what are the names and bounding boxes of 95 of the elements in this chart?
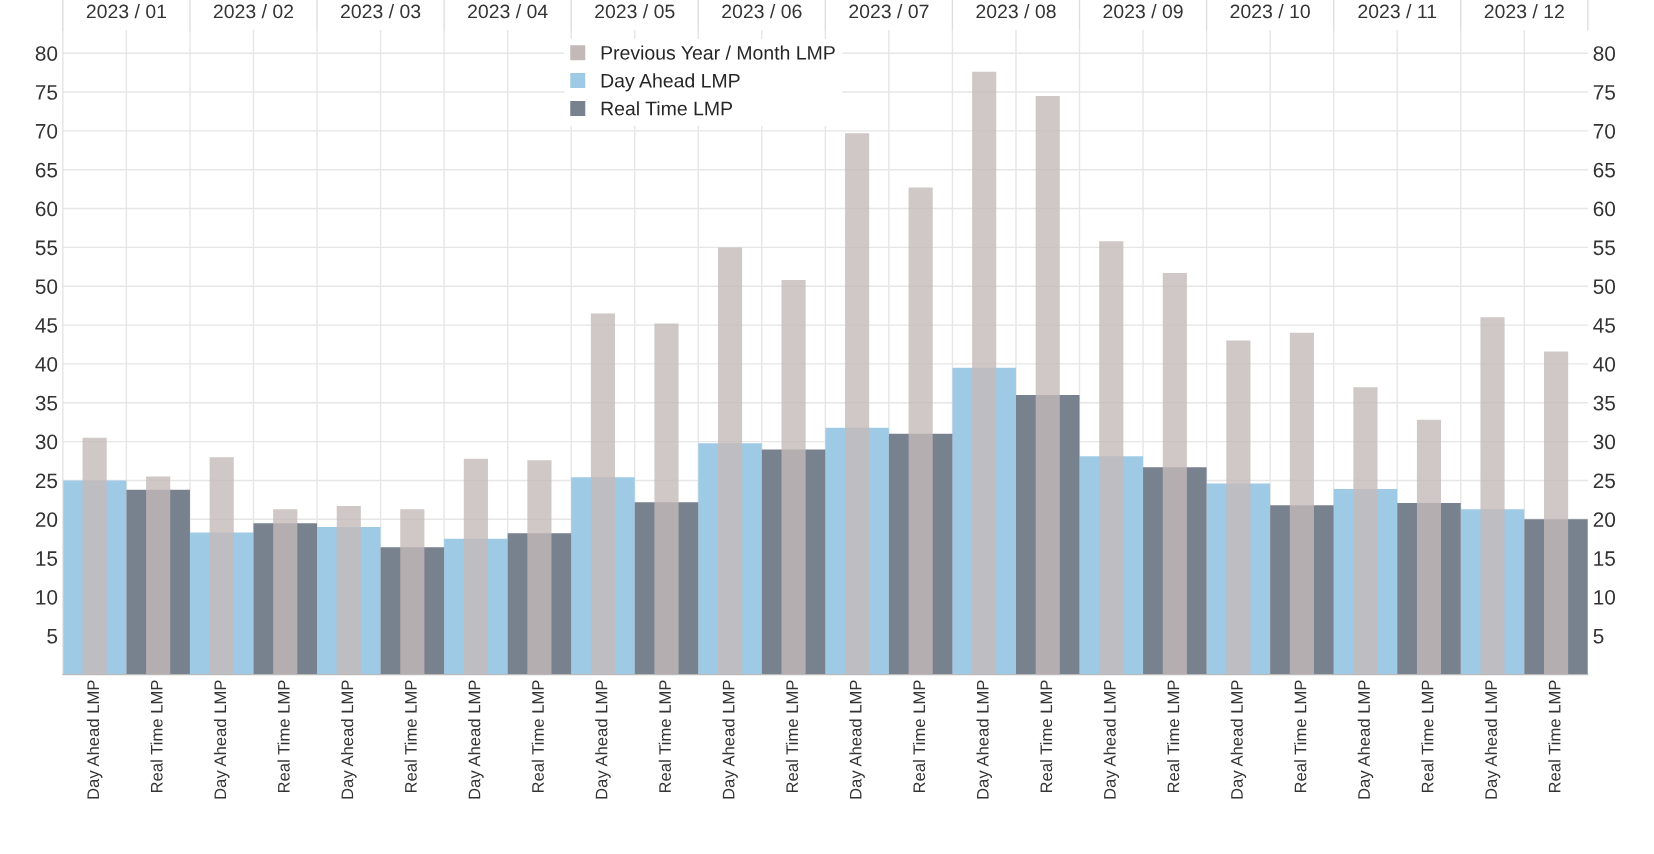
y-tick-label: 30 [35, 434, 58, 450]
x-tick-label: Real Time LMP [785, 680, 799, 793]
x-tick-label: Real Time LMP [531, 680, 544, 793]
x-tick-label: Day Ahead LMP [849, 680, 865, 799]
bar [1416, 419, 1442, 675]
text: 2023 / 08 [976, 4, 1056, 19]
bar [1162, 273, 1187, 675]
text: 2023 / 04 [468, 4, 548, 19]
bar [781, 280, 806, 675]
x-tick-label: Real Time LMP [277, 680, 290, 793]
x-tick-label: Day Ahead LMP [1230, 680, 1247, 799]
bar [1353, 387, 1378, 675]
text: 2023 / 03 [340, 4, 421, 19]
x-tick-label: Real Time LMP [912, 680, 926, 793]
x-tick-label: Real Time LMP [658, 680, 671, 793]
text: 2023 / 05 [595, 4, 675, 19]
bar [908, 187, 933, 675]
y-tick-label: 5 [47, 629, 58, 644]
x-tick-label: Real Time LMP [1039, 680, 1053, 793]
y2-tick-label: 45 [1593, 318, 1615, 333]
y-tick-label: 20 [35, 512, 58, 528]
text: 2023 / 07 [849, 4, 929, 19]
x-tick-label: Day Ahead LMP [1484, 680, 1501, 799]
bar [82, 437, 107, 675]
text: 2023 / 01 [86, 4, 166, 19]
x-tick-label: Real Time LMP [1294, 680, 1307, 793]
y-tick-label: 60 [35, 201, 58, 217]
bar [463, 458, 488, 675]
bar [590, 313, 616, 675]
y-tick-label: 50 [35, 279, 58, 294]
y-tick-label: 80 [35, 46, 58, 61]
y2-tick-label: 70 [1593, 123, 1616, 139]
bar [527, 460, 552, 675]
y2-tick-label: 10 [1594, 589, 1616, 605]
y2-tick-label: 35 [1593, 395, 1615, 411]
bar [972, 71, 997, 675]
x-tick-label: Day Ahead LMP [468, 680, 484, 799]
bar [336, 506, 361, 675]
x-tick-label: Real Time LMP [1421, 680, 1434, 793]
y-tick-label: 45 [35, 318, 58, 333]
y-tick-label: 65 [35, 162, 58, 178]
bar [1035, 95, 1060, 675]
y2-tick-label: 20 [1593, 512, 1616, 528]
y-tick-label: 15 [36, 551, 58, 566]
x-tick-label: Day Ahead LMP [341, 680, 357, 799]
y2-tick-label: 55 [1593, 240, 1615, 256]
x-tick-label: Day Ahead LMP [213, 680, 230, 799]
bar [1099, 241, 1124, 675]
x-tick-label: Real Time LMP [150, 680, 163, 793]
y2-tick-label: 5 [1593, 629, 1604, 644]
y-tick-label: 55 [35, 240, 58, 256]
y2-tick-label: 50 [1593, 279, 1616, 294]
y2-tick-label: 25 [1593, 473, 1615, 489]
y-tick-label: 70 [35, 123, 58, 139]
y-tick-label: 35 [35, 395, 58, 411]
bar [1289, 332, 1314, 675]
text: 2023 / 12 [1484, 4, 1564, 19]
legend-label: Real Time LMP [601, 101, 732, 116]
text: 2023 / 06 [722, 4, 802, 19]
x-tick-label: Day Ahead LMP [595, 680, 611, 799]
bar [273, 509, 298, 675]
x-tick-label: Day Ahead LMP [722, 680, 738, 799]
y-tick-label: 10 [36, 589, 58, 605]
y2-tick-label: 40 [1593, 356, 1616, 372]
y2-tick-label: 15 [1594, 551, 1615, 566]
x-tick-label: Real Time LMP [1548, 680, 1561, 793]
text: 2023 / 10 [1230, 4, 1310, 19]
bar [845, 133, 870, 675]
y-tick-label: 75 [35, 85, 58, 100]
y2-tick-label: 60 [1593, 201, 1616, 217]
bar [654, 323, 679, 675]
y-tick-label: 40 [35, 356, 58, 372]
text: 2023 / 09 [1103, 4, 1183, 19]
x-tick-label: Day Ahead LMP [86, 680, 103, 799]
bar [1544, 351, 1569, 675]
x-tick-label: Real Time LMP [1167, 680, 1180, 793]
y2-tick-label: 80 [1593, 46, 1616, 61]
x-tick-label: Day Ahead LMP [976, 680, 992, 799]
legend-label: Day Ahead LMP [601, 73, 740, 92]
y2-tick-label: 65 [1593, 162, 1615, 178]
bar [1480, 317, 1505, 675]
bar [146, 476, 171, 675]
text: 2023 / 11 [1358, 4, 1437, 19]
bar [400, 509, 425, 675]
y2-tick-label: 75 [1593, 85, 1615, 100]
x-tick-label: Real Time LMP [404, 680, 417, 793]
x-tick-label: Day Ahead LMP [1357, 680, 1374, 799]
bar [209, 457, 234, 675]
x-tick-label: Day Ahead LMP [1103, 680, 1120, 799]
y2-tick-label: 30 [1593, 434, 1616, 450]
y-tick-label: 25 [35, 473, 58, 489]
text: 2023 / 02 [213, 4, 294, 19]
legend-label: Previous Year / Month LMP [601, 45, 835, 60]
bar [1226, 340, 1251, 675]
bar [717, 247, 743, 675]
